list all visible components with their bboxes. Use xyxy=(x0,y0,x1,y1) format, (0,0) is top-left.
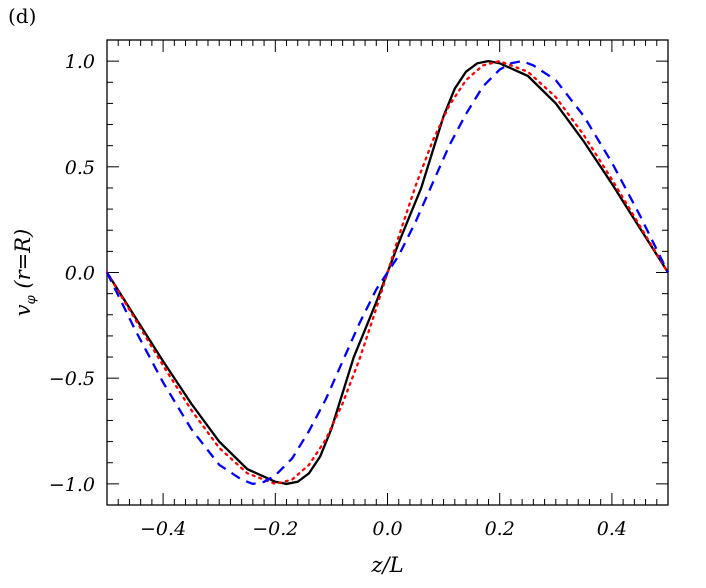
y-axis-label: vφ (r=R) xyxy=(11,229,39,317)
x-ticks: −0.4 −0.2 0.0 0.2 0.4 xyxy=(106,40,669,540)
x-tick-label: 0.2 xyxy=(485,518,515,540)
x-axis-label: z/L xyxy=(370,553,403,577)
y-tick-label: 0.5 xyxy=(65,157,95,179)
panel-label: (d) xyxy=(8,4,37,28)
x-tick-label: −0.4 xyxy=(140,518,186,540)
series-layer xyxy=(105,59,670,486)
y-tick-label: −0.5 xyxy=(49,368,95,390)
x-tick-label: −0.2 xyxy=(252,518,298,540)
series-dashed-line xyxy=(105,59,670,486)
x-tick-label: 0.4 xyxy=(597,518,627,540)
y-tick-label: 0.0 xyxy=(65,263,95,285)
x-tick-label: 0.0 xyxy=(372,518,402,540)
y-tick-label: −1.0 xyxy=(49,474,95,496)
y-tick-label: 1.0 xyxy=(65,51,95,73)
y-ticks: −1.0 −0.5 0.0 0.5 1.0 xyxy=(49,39,668,506)
